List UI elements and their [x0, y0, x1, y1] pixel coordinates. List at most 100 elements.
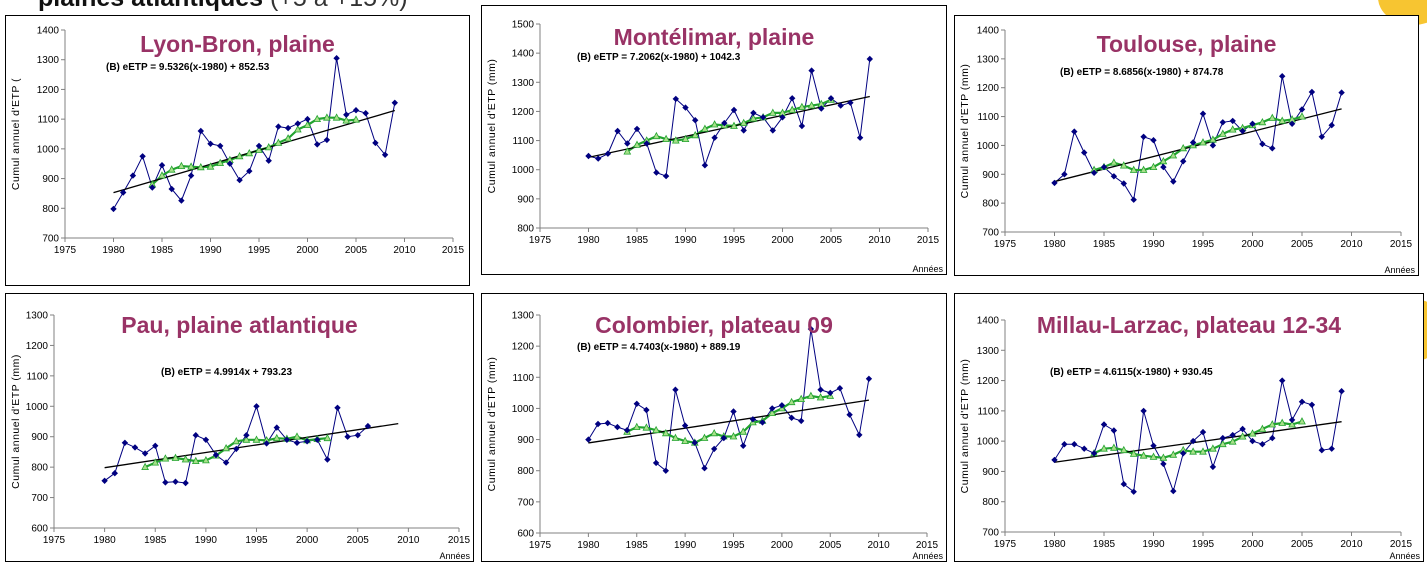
- annual-data-point: [1100, 421, 1108, 428]
- moving-average-point: [177, 161, 186, 170]
- x-tick-label: 1980: [102, 245, 125, 256]
- moving-average-point: [284, 134, 292, 142]
- x-tick-label: 1980: [1043, 539, 1066, 550]
- chart-svg: 600 700 800 900 1000 1100 1200 1300 1975 1980 1985…: [486, 311, 943, 562]
- x-tick-label: 2010: [868, 235, 891, 246]
- y-tick-label: 1100: [512, 373, 534, 384]
- x-axis-label: Années: [1384, 265, 1415, 275]
- moving-average-point: [1159, 156, 1168, 165]
- y-tick-label: 1500: [512, 20, 535, 31]
- annual-data-point: [1249, 437, 1256, 445]
- annual-data-point: [711, 134, 718, 141]
- annual-data-point: [633, 125, 641, 133]
- moving-average-point: [1278, 418, 1287, 426]
- annual-data-point: [1279, 377, 1286, 384]
- annual-data-point: [1328, 445, 1335, 452]
- trend-line: [104, 423, 399, 469]
- x-tick-label: 2000: [771, 540, 794, 551]
- y-axis-label: Cumul annuel d'ETP (mm): [959, 359, 971, 494]
- trend-equation: (B) eETP = 4.9914x + 793.23: [161, 367, 293, 378]
- y-tick-label: 800: [517, 466, 534, 477]
- moving-average-point: [1238, 432, 1247, 440]
- chart-title: Montélimar, plaine: [613, 24, 815, 50]
- x-tick-label: 2005: [819, 540, 842, 551]
- y-tick-label: 1200: [512, 342, 535, 353]
- y-axis-label: Cumul annuel d'ETP (mm): [486, 357, 498, 492]
- trend-equation: (B) eETP = 9.5326(x-1980) + 852.53: [106, 62, 270, 73]
- y-tick-label: 800: [982, 199, 999, 210]
- annual-data-point: [1081, 445, 1088, 452]
- x-tick-label: 1995: [1192, 239, 1215, 250]
- annual-data-point: [1219, 434, 1226, 442]
- annual-data-point: [682, 104, 689, 111]
- moving-average-point: [242, 435, 251, 443]
- y-tick-label: 700: [517, 497, 534, 508]
- annual-data-point: [759, 114, 767, 121]
- moving-average-point: [1169, 450, 1178, 458]
- annual-data-point: [740, 442, 747, 449]
- trend-equation: (B) eETP = 4.7403(x-1980) + 889.19: [577, 342, 741, 353]
- moving-average-point: [1129, 449, 1138, 457]
- moving-average-point: [1248, 429, 1257, 437]
- x-tick-label: 2010: [1340, 539, 1363, 550]
- moving-average-point: [1110, 158, 1118, 166]
- chart-title: Pau, plaine atlantique: [121, 312, 358, 338]
- chart-title: Lyon-Bron, plaine: [140, 31, 335, 57]
- annual-data-point: [749, 416, 757, 423]
- moving-average-point: [807, 101, 816, 109]
- x-tick-label: 1975: [994, 539, 1017, 550]
- x-tick-label: 2015: [917, 235, 940, 246]
- x-tick-label: 2015: [1390, 239, 1413, 250]
- y-tick-label: 1300: [512, 78, 535, 89]
- y-tick-label: 1100: [977, 112, 999, 123]
- moving-average-point: [652, 425, 660, 434]
- annual-data-point: [1298, 398, 1306, 405]
- moving-average-point: [161, 454, 170, 462]
- annual-data-point: [1189, 437, 1197, 445]
- y-tick-label: 1100: [977, 406, 999, 417]
- annual-data-point: [1279, 73, 1286, 80]
- moving-average-point: [1228, 437, 1237, 445]
- y-tick-label: 1100: [37, 115, 59, 126]
- y-tick-label: 900: [517, 435, 534, 446]
- moving-average-point: [252, 435, 261, 443]
- annual-data-point: [836, 385, 844, 392]
- annual-data-point: [1249, 120, 1256, 127]
- annual-data-point: [769, 405, 776, 412]
- moving-average-point: [1139, 451, 1148, 459]
- y-tick-label: 900: [982, 467, 999, 478]
- x-tick-label: 1995: [1192, 539, 1215, 550]
- annual-data-point: [1150, 137, 1157, 144]
- annual-data-point: [354, 432, 361, 439]
- annual-data-point: [1259, 140, 1266, 148]
- y-tick-label: 1300: [26, 311, 49, 322]
- trend-equation: (B) eETP = 4.6115(x-1980) + 930.45: [1050, 367, 1213, 378]
- annual-data-point: [158, 162, 166, 169]
- moving-average-point: [797, 394, 806, 402]
- y-tick-label: 1300: [977, 54, 1000, 65]
- moving-average-point: [768, 108, 777, 116]
- chart-panel: 700 800 900 1000 1100 1200 1300 1400 1975 1980 198…: [5, 15, 470, 286]
- moving-average-point: [787, 397, 796, 406]
- x-tick-label: 2005: [820, 235, 843, 246]
- moving-average-point: [167, 165, 176, 173]
- annual-data-point: [273, 424, 280, 431]
- x-tick-label: 1985: [151, 245, 174, 256]
- annual-data-point: [1100, 163, 1108, 171]
- annual-data-point: [168, 185, 175, 193]
- annual-data-point: [798, 417, 805, 425]
- annual-data-point: [1140, 133, 1147, 140]
- annual-data-point: [798, 122, 806, 130]
- annual-data-point: [197, 127, 204, 135]
- annual-data-point: [604, 419, 611, 427]
- moving-average-point: [681, 436, 689, 445]
- moving-average-point: [739, 427, 748, 435]
- moving-average-point: [196, 162, 205, 171]
- annual-data-point: [182, 479, 189, 487]
- moving-average-point: [1159, 453, 1168, 461]
- moving-average-point: [1110, 443, 1118, 451]
- annual-data-point: [334, 404, 341, 411]
- y-tick-label: 900: [42, 174, 59, 185]
- moving-average-point: [1149, 452, 1158, 460]
- moving-average-point: [141, 462, 149, 471]
